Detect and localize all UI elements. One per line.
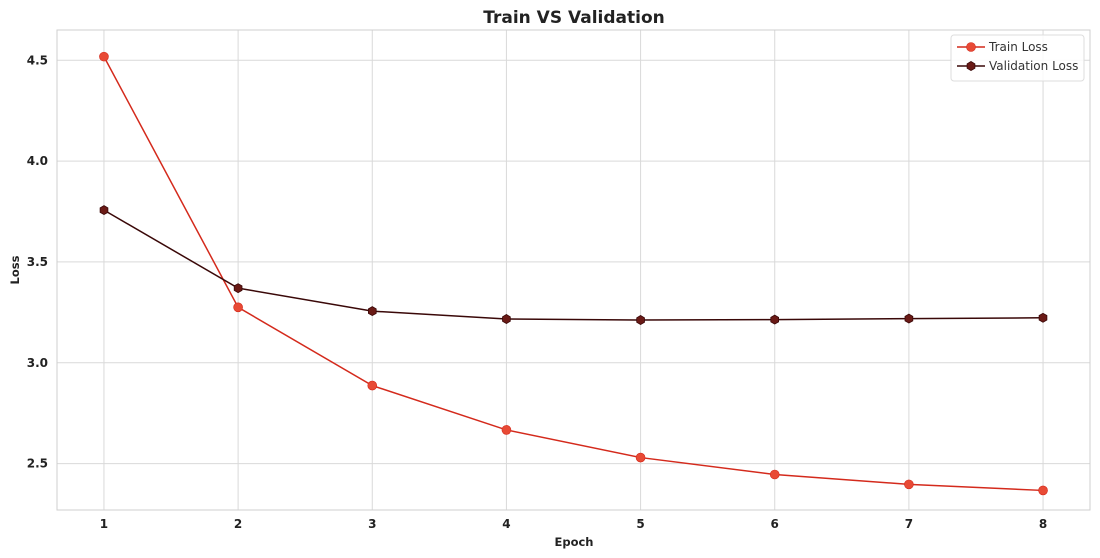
y-tick-label: 4.5 xyxy=(27,53,48,67)
validation-loss-legend-marker xyxy=(966,61,976,71)
validation-loss-point xyxy=(636,315,645,325)
x-tick-label: 6 xyxy=(771,517,779,531)
x-axis-label: Epoch xyxy=(555,535,594,549)
x-tick-label: 7 xyxy=(905,517,913,531)
validation-loss-point xyxy=(770,314,779,325)
plot-frame xyxy=(56,29,1091,511)
x-tick-label: 4 xyxy=(502,517,510,531)
x-tick-label: 3 xyxy=(368,517,376,531)
train-loss-legend-marker xyxy=(966,42,976,52)
train-loss-legend-label: Train Loss xyxy=(988,40,1048,54)
train-loss-point xyxy=(635,452,646,463)
x-tick-label: 2 xyxy=(234,517,242,531)
y-tick-label: 3.5 xyxy=(27,255,48,269)
train-loss-point xyxy=(1038,485,1048,496)
x-tick-label: 8 xyxy=(1039,517,1047,531)
validation-loss-point xyxy=(99,205,109,216)
chart-title: Train VS Validation xyxy=(483,8,664,28)
validation-loss-point xyxy=(367,306,377,317)
validation-loss-point xyxy=(1038,312,1048,323)
validation-loss-point xyxy=(502,314,511,324)
x-tick-label: 1 xyxy=(100,517,108,531)
x-tick-label: 5 xyxy=(636,517,644,531)
train-loss-point xyxy=(367,380,378,391)
train-loss-point xyxy=(904,479,914,490)
y-tick-label: 4.0 xyxy=(27,154,48,168)
grid xyxy=(57,30,1090,510)
validation-loss-point xyxy=(904,313,914,324)
y-axis-label: Loss xyxy=(8,255,22,284)
train-loss-point xyxy=(233,302,243,313)
validation-loss-line xyxy=(103,209,1044,321)
y-tick-label: 2.5 xyxy=(27,457,48,471)
legend: Train Loss Validation Loss xyxy=(950,34,1085,82)
validation-loss-legend-label: Validation Loss xyxy=(989,59,1078,73)
train-loss-point xyxy=(769,469,780,480)
series-group xyxy=(99,51,1048,496)
train-loss-point xyxy=(99,51,109,62)
ticks: 1 2 3 4 5 6 7 8 2.5 3.0 3.5 4.0 4.5 xyxy=(27,53,1047,531)
validation-loss-point xyxy=(233,283,243,294)
y-tick-label: 3.0 xyxy=(27,356,48,370)
train-loss-point xyxy=(501,425,512,435)
train-loss-line xyxy=(103,56,1044,492)
